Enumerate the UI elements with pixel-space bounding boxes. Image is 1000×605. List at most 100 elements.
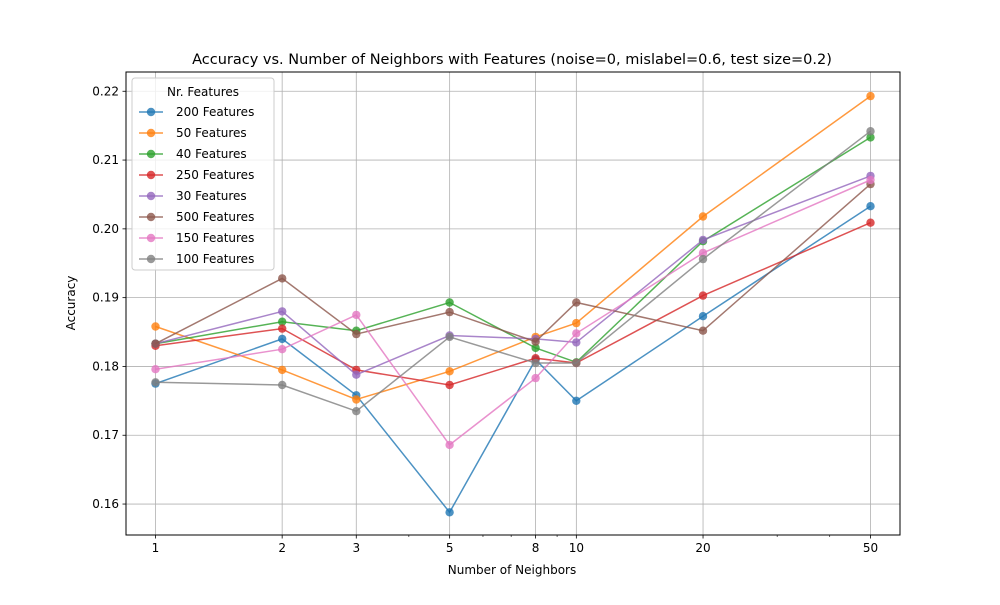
legend-marker — [146, 128, 156, 138]
data-point — [278, 334, 287, 344]
data-point — [572, 338, 581, 347]
data-point — [698, 248, 708, 258]
legend-entry: 500 Features — [139, 210, 254, 224]
series-group — [151, 179, 875, 348]
data-point — [151, 378, 160, 387]
legend-entry: 250 Features — [139, 168, 254, 182]
data-point — [278, 365, 287, 375]
series-line — [155, 95, 871, 401]
legend-entry: 200 Features — [139, 105, 254, 119]
data-point — [866, 127, 875, 136]
legend-entry: 40 Features — [139, 147, 247, 161]
data-point — [445, 367, 454, 376]
data-point — [352, 310, 361, 320]
series-line — [155, 175, 871, 376]
y-axis-label: Accuracy — [64, 276, 78, 331]
legend-marker — [146, 254, 156, 264]
series-group — [151, 175, 875, 450]
y-tick-label: 0.17 — [92, 428, 119, 442]
data-point — [866, 133, 875, 142]
legend-title: Nr. Features — [167, 85, 239, 99]
data-point — [352, 395, 361, 404]
data-point — [531, 337, 540, 346]
legend-entries: 200 Features 50 Features 40 Features 250 Fe… — [139, 105, 254, 266]
legend-label: 50 Features — [176, 126, 247, 140]
data-point — [866, 202, 875, 211]
data-point — [278, 307, 287, 316]
legend-frame — [131, 77, 275, 271]
legend-label: 100 Features — [176, 252, 254, 266]
series-line — [155, 179, 871, 446]
legend-label: 250 Features — [176, 168, 254, 182]
data-point — [151, 322, 160, 331]
x-tick-label: 1 — [152, 541, 160, 555]
x-tick-label: 5 — [446, 541, 454, 555]
data-point — [352, 370, 361, 379]
data-point — [151, 339, 160, 348]
data-point — [278, 380, 287, 390]
data-point — [698, 291, 708, 300]
x-tick-label: 50 — [863, 541, 878, 555]
data-point — [278, 324, 287, 333]
y-tick-label: 0.22 — [92, 84, 119, 98]
data-point — [445, 508, 454, 517]
data-point — [572, 329, 581, 338]
data-point — [698, 312, 708, 321]
data-point — [866, 218, 875, 227]
legend-marker — [146, 233, 156, 243]
y-tick-label: 0.19 — [92, 291, 119, 305]
legend-entry: 50 Features — [139, 126, 247, 140]
legend-entry: 100 Features — [139, 252, 254, 266]
data-point — [278, 317, 287, 326]
data-point — [278, 345, 287, 354]
series-line — [155, 136, 871, 364]
x-tick-label: 20 — [695, 541, 710, 555]
x-tick-label: 3 — [352, 541, 360, 555]
data-point — [352, 407, 361, 416]
legend-marker — [146, 212, 156, 222]
legend-label: 30 Features — [176, 189, 247, 203]
x-axis-ticks: 1 2 3 5 8 10 20 50 — [152, 535, 878, 555]
data-point — [572, 396, 581, 405]
data-point — [698, 212, 708, 221]
y-axis-ticks: 0.16 0.17 0.18 0.19 0.20 0.21 0.22 — [92, 84, 126, 511]
series-group — [151, 127, 875, 416]
data-point — [445, 380, 454, 390]
legend-label: 40 Features — [176, 147, 247, 161]
data-point — [572, 318, 581, 328]
x-tick-label: 8 — [532, 541, 540, 555]
data-point — [531, 343, 540, 353]
y-tick-label: 0.21 — [92, 153, 119, 167]
data-point — [698, 235, 708, 245]
chart-title: Accuracy vs. Number of Neighbors with Fe… — [192, 52, 832, 68]
series-line — [155, 183, 871, 345]
data-point — [445, 332, 454, 342]
series-line — [155, 205, 871, 514]
data-point — [278, 274, 287, 283]
data-point — [445, 307, 454, 317]
legend-marker — [146, 149, 156, 159]
legend-marker — [146, 107, 156, 117]
plot-frame — [125, 71, 901, 536]
data-point — [445, 298, 454, 307]
legend-entry: 30 Features — [139, 189, 247, 203]
legend: Nr. Features 200 Features 50 Features 40 F… — [131, 77, 275, 271]
legend-entry: 150 Features — [139, 231, 254, 245]
legend-label: 200 Features — [176, 105, 254, 119]
x-axis-label: Number of Neighbors — [448, 563, 576, 577]
data-point — [866, 175, 875, 185]
data-point — [531, 373, 540, 383]
series-line — [155, 130, 871, 413]
series-group — [151, 91, 875, 404]
series-line — [155, 222, 871, 386]
data-point — [352, 329, 361, 339]
data-point — [698, 326, 708, 335]
series-layer — [151, 91, 875, 517]
data-point — [531, 358, 540, 368]
data-point — [572, 358, 581, 368]
y-tick-label: 0.16 — [92, 497, 119, 511]
legend-marker — [146, 191, 156, 201]
y-tick-label: 0.18 — [92, 359, 119, 373]
